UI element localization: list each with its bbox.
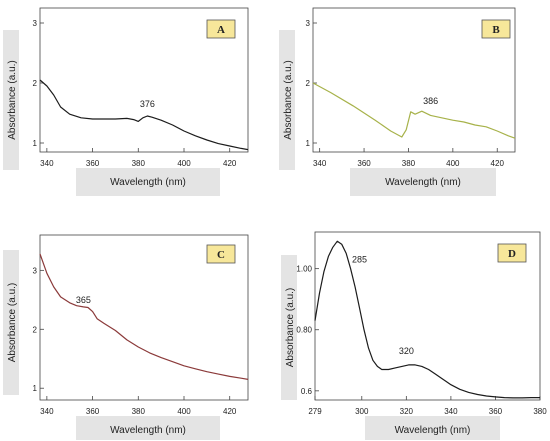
chart-panel-b: 340 360 380 400 420 1 2 3 Wavelength (nm) Absorba… [279,7,516,196]
x-axis-title: Wavelength (nm) [110,425,186,436]
y-axis-title: Absorbance (a.u.) [285,288,296,368]
y-axis-title: Absorbance (a.u.) [283,60,294,140]
x-tick-label: 380 [132,407,146,416]
x-tick-label: 340 [444,407,458,416]
x-tick-label: 400 [177,159,191,168]
y-axis-label-bar [3,30,19,170]
x-axis-label-bar [365,416,500,440]
y-tick-label: 0.6 [301,387,313,396]
x-tick-label: 340 [40,407,54,416]
series-line [312,82,516,139]
x-tick-label: 380 [402,159,416,168]
x-tick-label: 300 [355,407,369,416]
plot-frame [314,231,541,401]
y-tick-label: 1 [306,139,311,148]
x-tick-label: 400 [446,159,460,168]
chart-panel-d: 279 300 320 340 360 380 0.6 0.80 1.00 Wavelength … [281,231,547,440]
y-axis-label-bar [3,250,19,395]
series-line [314,240,540,399]
x-axis-label-bar [350,168,496,196]
x-axis-label-bar [76,168,220,196]
x-tick-label: 340 [40,159,54,168]
x-axis-title: Wavelength (nm) [110,177,186,188]
panel-label: A [217,24,225,36]
y-tick-label: 1 [33,384,38,393]
y-axis-title: Absorbance (a.u.) [7,60,18,140]
plot-frame [312,7,516,153]
x-tick-label: 400 [177,407,191,416]
peak-annotation: 285 [352,255,367,265]
series-line [39,79,249,151]
peak-annotation: 365 [76,295,91,305]
y-tick-label: 2 [306,79,311,88]
x-tick-label: 360 [86,407,100,416]
panel-label-box [206,19,236,39]
panel-label-box [497,243,527,263]
x-tick-label: 360 [489,407,503,416]
x-tick-label: 420 [491,159,505,168]
x-axis-label-bar [76,416,220,440]
peak-annotation: 386 [423,96,438,106]
y-tick-label: 1 [33,139,38,148]
panel-label: D [508,248,516,260]
panel-label: C [217,249,225,261]
panel-label-box [206,244,236,264]
panel-label-box [481,19,511,39]
x-tick-label: 360 [357,159,371,168]
x-tick-label: 279 [308,407,322,416]
chart-panel-a: 340 360 380 400 420 1 2 3 Wavelength (nm) Absorba… [3,7,249,196]
x-tick-label: 380 [533,407,547,416]
plot-frame [39,234,249,401]
y-axis-title: Absorbance (a.u.) [7,283,18,363]
x-tick-label: 380 [132,159,146,168]
peak-annotation: 320 [399,346,414,356]
x-tick-label: 420 [223,159,237,168]
y-axis-label-bar [279,30,295,170]
peak-annotation: 376 [140,99,155,109]
y-tick-label: 3 [33,266,38,275]
y-tick-label: 1.00 [296,265,312,274]
series-line [39,253,249,380]
x-tick-label: 360 [86,159,100,168]
y-tick-label: 3 [33,19,38,28]
panel-label: B [492,24,500,36]
y-tick-label: 0.80 [296,326,312,335]
y-tick-label: 2 [33,79,38,88]
y-tick-label: 2 [33,325,38,334]
x-tick-label: 420 [223,407,237,416]
x-tick-label: 340 [313,159,327,168]
x-tick-label: 320 [400,407,414,416]
y-axis-label-bar [281,255,297,400]
y-tick-label: 3 [306,19,311,28]
chart-panel-c: 340 360 380 400 420 1 2 3 Wavelength (nm) Absorba… [3,234,249,440]
x-axis-title: Wavelength (nm) [385,177,461,188]
x-axis-title: Wavelength (nm) [395,425,471,436]
